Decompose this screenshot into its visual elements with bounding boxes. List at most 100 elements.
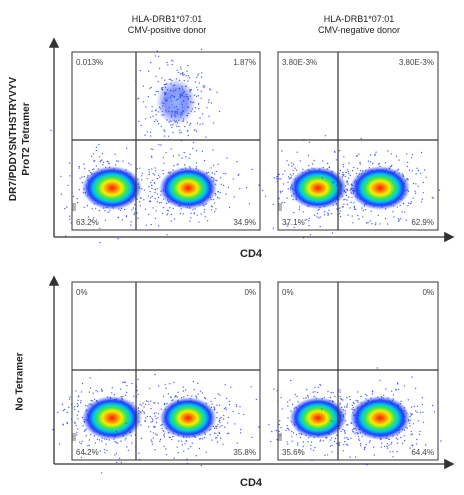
event-dot [211,206,213,208]
event-dot [196,86,198,88]
event-dot [86,204,89,207]
event-dot [210,209,213,211]
event-dot [279,192,282,194]
event-dot [117,459,119,461]
event-dot [239,406,241,408]
event-dot [404,211,406,213]
event-dot [126,147,128,150]
event-dot [131,442,133,444]
event-dot [151,184,153,186]
event-dot [148,185,150,188]
event-dot [402,203,405,205]
event-dot [339,212,341,215]
event-dot [137,378,139,381]
event-dot [87,445,89,447]
event-dot [180,66,182,68]
event-dot [271,430,273,433]
event-dot [341,173,344,176]
event-dot [154,94,156,96]
event-dot [332,401,334,403]
event-dot [182,390,185,392]
event-dot [348,162,350,164]
event-dot [85,435,88,437]
event-dot [88,391,91,393]
quadrant-percentage-top-left: 3.80E-3% [282,58,317,67]
event-dot [279,190,282,193]
event-dot [410,406,413,408]
event-dot [342,399,344,401]
event-dot [240,428,242,431]
event-dot [280,397,282,399]
event-dot [314,391,316,393]
event-dot [150,400,152,402]
event-dot [154,449,156,451]
event-dot [77,399,79,401]
event-dot [348,396,351,398]
event-dot [297,444,299,446]
event-dot [345,443,348,446]
event-dot [386,445,388,447]
event-dot [293,226,295,229]
event-dot [211,403,213,405]
event-dot [154,120,156,123]
event-dot [364,209,367,211]
event-dot [69,175,71,177]
event-dot [328,166,331,168]
event-dot [387,150,389,152]
population-density [289,166,347,210]
event-dot [350,201,352,204]
event-dot [286,425,288,427]
event-dot [123,208,126,211]
event-dot [70,222,73,224]
event-dot [302,211,305,213]
event-dot [416,411,418,413]
event-dot [143,406,145,408]
event-dot [101,440,103,442]
x-axis-label-top: CD4 [240,248,263,260]
event-dot [438,189,441,191]
event-dot [346,199,348,201]
event-dot [95,207,97,210]
event-dot [182,386,184,388]
event-dot [150,421,152,423]
event-dot [138,120,140,123]
event-dot [407,205,409,207]
event-dot [286,427,289,430]
event-dot [302,168,304,170]
event-dot [414,192,417,194]
event-dot [136,389,138,392]
event-dot [152,419,154,421]
event-dot [416,405,419,407]
event-dot [220,183,222,185]
event-dot [154,426,156,428]
event-dot [187,130,189,132]
event-dot [401,211,403,213]
event-dot [298,208,301,211]
event-dot [314,386,316,388]
event-dot [384,162,387,164]
event-dot [154,197,156,200]
event-dot [154,167,156,169]
event-dot [294,393,296,396]
event-dot [163,162,165,164]
event-dot [75,424,77,427]
event-dot [154,415,156,417]
event-dot [148,403,150,405]
event-dot [150,181,152,184]
event-dot [197,393,199,395]
event-dot [343,199,345,201]
event-dot [150,148,152,150]
event-dot [156,193,159,195]
event-dot [353,206,355,209]
event-dot [148,213,150,215]
event-dot [199,390,202,392]
event-dot [401,442,404,445]
event-dot [219,421,221,424]
event-dot [108,162,110,164]
event-dot [150,197,152,199]
event-dot [154,402,156,404]
event-dot [93,168,95,170]
event-dot [358,153,360,155]
event-dot [344,413,347,415]
event-dot [137,98,139,100]
